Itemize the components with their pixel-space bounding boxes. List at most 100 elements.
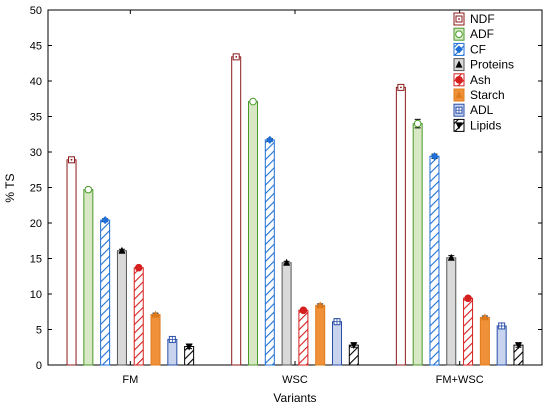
bar-proteins-fm-wsc bbox=[446, 253, 457, 366]
bar bbox=[298, 309, 309, 366]
x-axis-label: Variants bbox=[273, 391, 316, 405]
legend-entry-cf: CF bbox=[453, 42, 486, 56]
legend-marker bbox=[455, 60, 463, 68]
bar-adf-fm-wsc bbox=[412, 118, 423, 366]
bar bbox=[100, 219, 111, 366]
y-axis: 0 5 10 15 20 25 30 35 40 45 50 bbox=[30, 5, 542, 372]
mean-marker bbox=[447, 253, 455, 261]
legend-entry-ash: Ash bbox=[453, 73, 491, 87]
bar-adl-fm bbox=[167, 335, 178, 366]
legend-label: Starch bbox=[470, 88, 505, 102]
bar bbox=[66, 159, 77, 366]
bar-lipids-fm-wsc bbox=[513, 342, 524, 366]
legend-entry-proteins: Proteins bbox=[453, 58, 514, 72]
mean-marker bbox=[283, 258, 291, 266]
bar-cf-fm bbox=[100, 216, 111, 366]
x-tick-label: WSC bbox=[282, 374, 308, 386]
bar-cf-wsc bbox=[264, 135, 275, 366]
mean-marker bbox=[265, 135, 274, 144]
mean-marker bbox=[481, 313, 489, 321]
bar bbox=[315, 304, 326, 366]
legend-label: Proteins bbox=[470, 58, 514, 72]
bar-ndf-fm bbox=[66, 156, 77, 366]
y-tick-label: 10 bbox=[30, 289, 42, 301]
bar bbox=[429, 155, 440, 366]
bar-adf-wsc bbox=[248, 97, 258, 366]
y-axis-label: % TS bbox=[3, 173, 17, 202]
mean-marker bbox=[249, 97, 257, 106]
x-tick-label: FM bbox=[122, 374, 138, 386]
bar bbox=[281, 262, 292, 366]
mean-marker bbox=[430, 152, 439, 161]
legend-label: Ash bbox=[470, 73, 491, 87]
mean-marker bbox=[118, 246, 126, 254]
mean-marker bbox=[101, 216, 110, 225]
bar bbox=[264, 139, 275, 366]
y-tick-label: 30 bbox=[30, 147, 42, 159]
bar-ndf-fm-wsc bbox=[395, 83, 406, 366]
bar bbox=[231, 56, 242, 366]
y-tick-label: 15 bbox=[30, 254, 42, 266]
bar-starch-fm-wsc bbox=[479, 313, 490, 366]
mean-marker bbox=[316, 301, 324, 309]
legend-entry-starch: Starch bbox=[453, 88, 505, 102]
bar bbox=[479, 316, 490, 366]
mean-marker bbox=[134, 263, 143, 272]
bar-ash-wsc bbox=[298, 306, 309, 366]
bar bbox=[150, 314, 161, 366]
legend-marker bbox=[455, 30, 463, 39]
bar-lipids-wsc bbox=[348, 342, 359, 366]
bar bbox=[395, 86, 406, 366]
bar bbox=[446, 257, 457, 366]
bar-lipids-fm bbox=[184, 343, 195, 366]
mean-marker bbox=[185, 343, 193, 351]
bar-marks bbox=[66, 53, 524, 366]
bar bbox=[133, 267, 144, 366]
bar-starch-fm bbox=[150, 310, 161, 366]
legend-label: Lipids bbox=[470, 118, 501, 132]
y-tick-label: 45 bbox=[30, 41, 42, 53]
bar-adf-fm bbox=[83, 185, 94, 366]
x-tick-label: FM+WSC bbox=[436, 374, 484, 386]
legend-marker bbox=[455, 122, 463, 130]
bar bbox=[496, 325, 507, 366]
y-tick-label: 50 bbox=[30, 5, 42, 17]
bar bbox=[463, 297, 474, 366]
legend-entry-adl: ADL bbox=[453, 103, 494, 117]
bar-adl-wsc bbox=[332, 318, 342, 366]
legend-marker bbox=[455, 76, 463, 84]
legend-label: CF bbox=[470, 42, 486, 56]
bar bbox=[116, 250, 127, 366]
mean-marker bbox=[152, 310, 160, 318]
bar bbox=[248, 101, 258, 366]
y-tick-label: 5 bbox=[36, 325, 42, 337]
mean-marker bbox=[413, 119, 422, 128]
mean-marker bbox=[84, 185, 93, 194]
bar-proteins-wsc bbox=[281, 258, 292, 366]
legend-marker bbox=[455, 91, 463, 98]
y-tick-label: 25 bbox=[30, 183, 42, 195]
legend-marker bbox=[455, 45, 463, 54]
mean-marker bbox=[464, 294, 472, 303]
legend-entry-adf: ADF bbox=[453, 27, 494, 41]
legend-label: ADF bbox=[470, 27, 494, 41]
y-tick-label: 40 bbox=[30, 76, 42, 88]
legend-label: ADL bbox=[470, 103, 494, 117]
mean-marker bbox=[514, 342, 522, 350]
x-axis: FM WSC FM+WSC bbox=[122, 10, 484, 386]
mean-marker bbox=[299, 306, 308, 315]
bar bbox=[332, 321, 342, 366]
bar-cf-fm-wsc bbox=[429, 152, 440, 366]
legend-label: NDF bbox=[470, 12, 495, 26]
bar-adl-fm-wsc bbox=[496, 322, 507, 366]
bar-ndf-wsc bbox=[231, 53, 242, 366]
bar-starch-wsc bbox=[315, 301, 326, 366]
bar bbox=[167, 338, 178, 366]
bar-ash-fm bbox=[133, 263, 144, 366]
legend-entry-lipids: Lipids bbox=[453, 118, 501, 132]
bar-ash-fm-wsc bbox=[463, 294, 474, 366]
mean-marker bbox=[350, 342, 358, 350]
y-tick-label: 0 bbox=[36, 360, 42, 372]
legend-entry-ndf: NDF bbox=[453, 12, 495, 26]
